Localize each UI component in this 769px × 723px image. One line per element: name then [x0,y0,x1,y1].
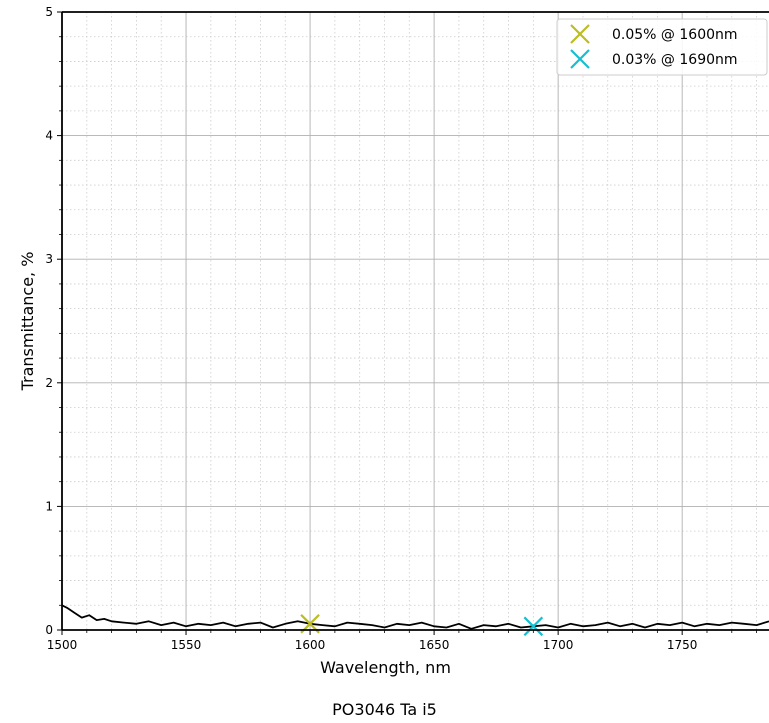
x-tick-label: 1650 [419,638,450,652]
axis-ticks: 1500 1550 1600 1650 1700 1750 0 1 2 3 4 5 [45,5,757,652]
marker-2 [523,616,544,637]
x-tick-label: 1600 [295,638,326,652]
y-tick-label: 3 [45,252,53,266]
x-tick-label: 1550 [171,638,202,652]
transmittance-chart: 1500 1550 1600 1650 1700 1750 0 1 2 3 4 5 0.05% @ 1… [18,5,769,677]
spectrum-line [61,604,769,630]
legend-box [556,18,768,76]
legend: 0.05% @ 1600nm 0.03% @ 1690nm [556,18,768,76]
y-axis-label: Transmittance, % [18,252,37,392]
x-axis-label: Wavelength, nm [320,658,451,677]
spectrum-series [61,604,769,630]
x-tick-label: 1700 [543,638,574,652]
minor-grid [62,12,769,630]
y-tick-label: 5 [45,5,53,19]
legend-label-1: 0.05% @ 1600nm [612,27,738,43]
major-grid [62,12,769,630]
x-tick-label: 1500 [47,638,78,652]
x-tick-label: 1750 [667,638,698,652]
axes-spines [61,11,769,631]
y-tick-label: 0 [45,623,53,637]
chart-caption: PO3046 Ta i5 [332,700,437,719]
legend-label-2: 0.03% @ 1690nm [612,52,738,68]
legend-marker-2 [570,49,590,69]
y-tick-label: 4 [45,129,53,143]
y-tick-label: 1 [45,499,53,513]
y-tick-label: 2 [45,376,53,390]
legend-marker-1 [570,24,590,44]
